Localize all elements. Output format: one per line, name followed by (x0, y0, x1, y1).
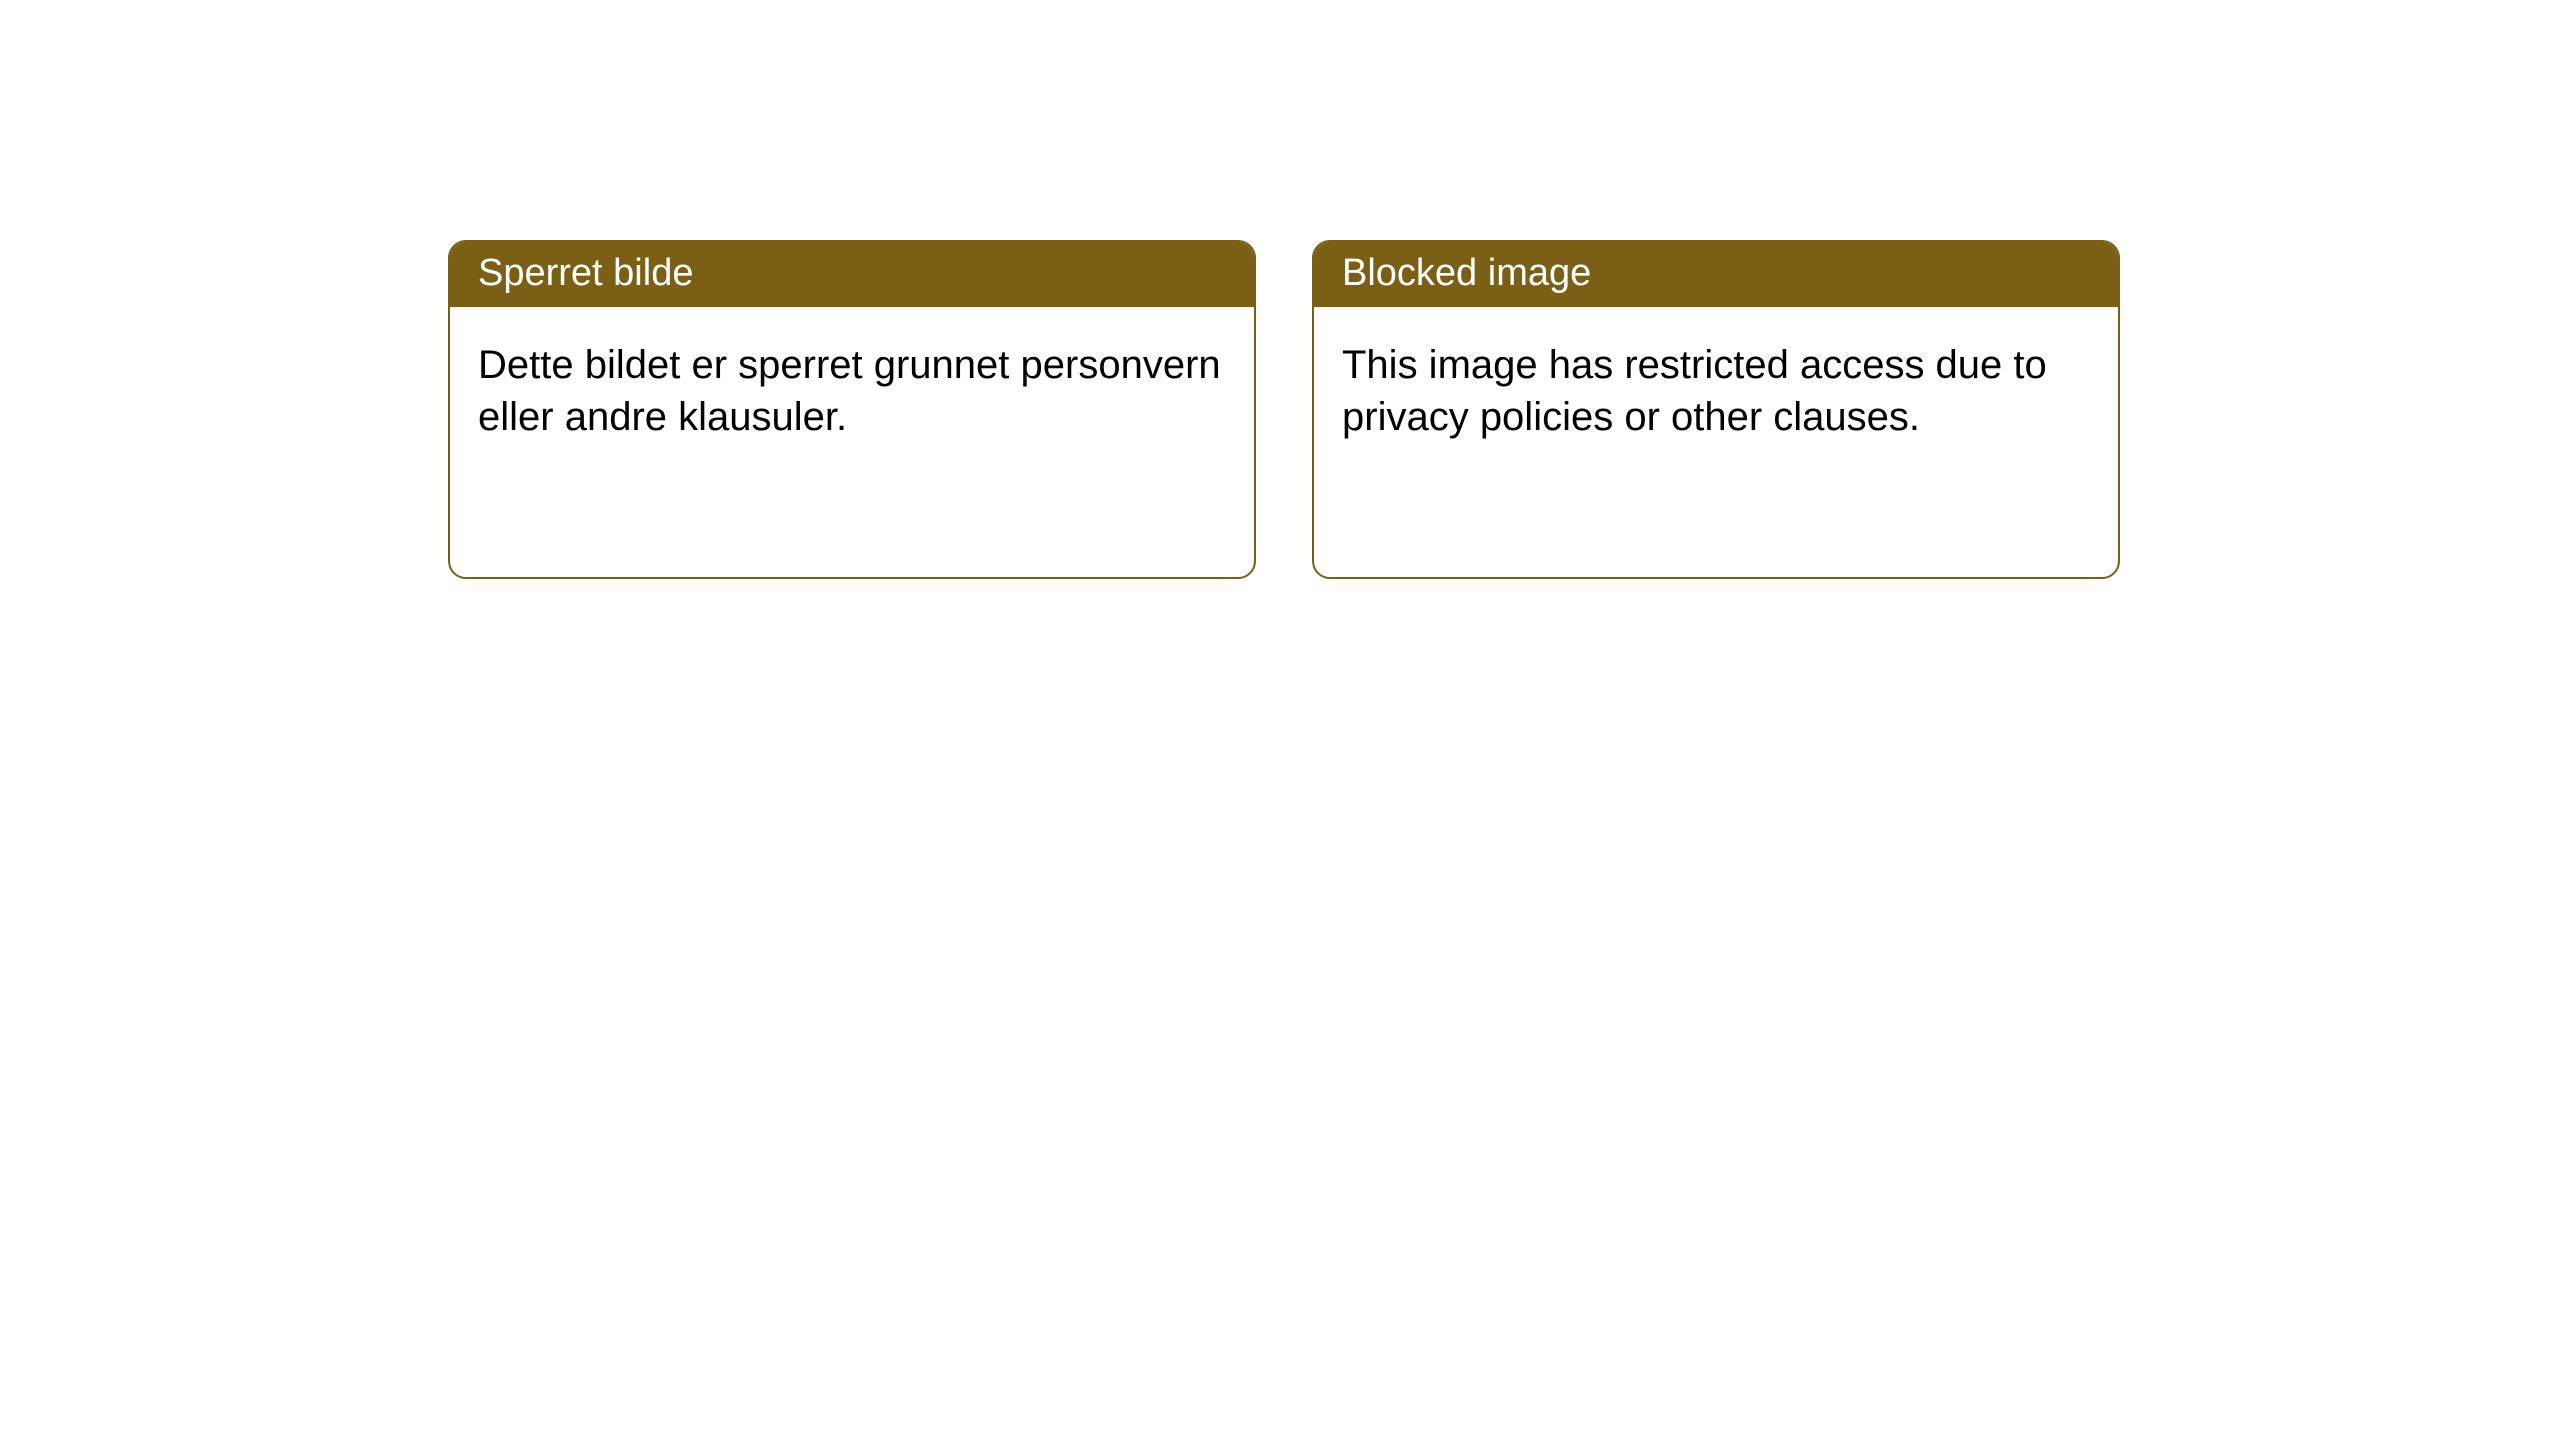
notice-card-english: Blocked image This image has restricted … (1312, 240, 2120, 579)
card-body: Dette bildet er sperret grunnet personve… (450, 307, 1254, 577)
card-body: This image has restricted access due to … (1314, 307, 2118, 577)
notice-card-norwegian: Sperret bilde Dette bildet er sperret gr… (448, 240, 1256, 579)
card-header: Blocked image (1314, 242, 2118, 307)
notice-container: Sperret bilde Dette bildet er sperret gr… (0, 0, 2560, 579)
card-header: Sperret bilde (450, 242, 1254, 307)
